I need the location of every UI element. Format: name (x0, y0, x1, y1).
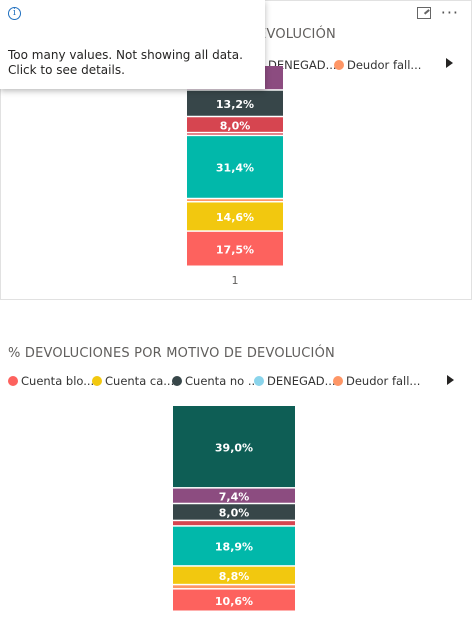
legend-dot-icon (172, 376, 182, 386)
data-label: 7,4% (219, 490, 250, 503)
legend-label: DENEGAD... (268, 58, 337, 72)
legend-label: Deudor fall... (347, 58, 422, 72)
bar-segment[interactable] (173, 585, 295, 589)
bar-segment[interactable] (187, 199, 283, 201)
bar-segment[interactable] (187, 231, 283, 266)
legend-item-deudor[interactable]: Deudor fall... (333, 374, 420, 388)
bar-segment[interactable] (187, 136, 283, 198)
data-label: 17,5% (216, 243, 254, 256)
chart-2-bars: 10,6% 8,8% 18,9% 8,0% 7,4% 39,0% (173, 406, 295, 611)
bar-segment[interactable] (173, 406, 295, 488)
bar-segment[interactable] (173, 504, 295, 520)
tooltip-message: Too many values. Not showing all data. C… (8, 48, 243, 77)
legend-label: Cuenta no ... (185, 374, 259, 388)
legend-item-deudor[interactable]: Deudor fall... (334, 58, 421, 72)
data-label: 10,6% (215, 595, 253, 608)
legend-next-arrow-icon[interactable] (447, 375, 454, 385)
too-many-values-tooltip[interactable]: i Too many values. Not showing all data.… (0, 0, 265, 89)
data-label: 31,4% (216, 162, 254, 175)
data-label: 8,0% (219, 507, 250, 520)
legend-dot-icon (334, 60, 344, 70)
more-options-icon[interactable]: ··· (440, 3, 459, 22)
legend-item-cuenta-blo[interactable]: Cuenta blo... (8, 374, 94, 388)
legend-label: Deudor fall... (346, 374, 421, 388)
data-label: 18,9% (215, 541, 253, 554)
legend-item-cuenta-ca[interactable]: Cuenta ca... (92, 374, 174, 388)
data-label: 39,0% (215, 441, 253, 454)
legend-label: DENEGAD... (267, 374, 336, 388)
legend-next-arrow-icon[interactable] (446, 58, 453, 68)
data-label: 13,2% (216, 98, 254, 111)
bar-segment[interactable] (173, 526, 295, 566)
bar-segment[interactable] (173, 488, 295, 503)
bar-segment[interactable] (173, 589, 295, 611)
bar-segment[interactable] (173, 521, 295, 526)
legend-label: Cuenta ca... (105, 374, 175, 388)
data-label: 8,0% (220, 119, 251, 132)
legend-item-cuenta-no[interactable]: Cuenta no ... (172, 374, 259, 388)
bar-segment[interactable] (187, 117, 283, 132)
chart-2-title: % DEVOLUCIONES POR MOTIVO DE DEVOLUCIÓN (8, 346, 335, 361)
bar-segment[interactable] (173, 566, 295, 584)
data-label: 8,8% (219, 570, 250, 583)
legend-dot-icon (333, 376, 343, 386)
bar-segment[interactable] (187, 90, 283, 116)
chart-1-bars: 17,5%14,6%31,4%8,0%13,2%12,3% (187, 66, 283, 266)
legend-label: Cuenta blo... (21, 374, 95, 388)
info-icon[interactable]: i (8, 7, 21, 20)
focus-mode-icon[interactable] (416, 7, 431, 19)
x-tick-label: 1 (232, 274, 239, 287)
legend-dot-icon (92, 376, 102, 386)
visual-header-icons: ··· (416, 3, 459, 22)
data-label: 14,6% (216, 211, 254, 224)
bar-segment[interactable] (187, 202, 283, 231)
legend-item-denegado[interactable]: DENEGAD... (254, 374, 336, 388)
legend-dot-icon (8, 376, 18, 386)
bar-segment[interactable] (187, 133, 283, 135)
legend-dot-icon (254, 376, 264, 386)
